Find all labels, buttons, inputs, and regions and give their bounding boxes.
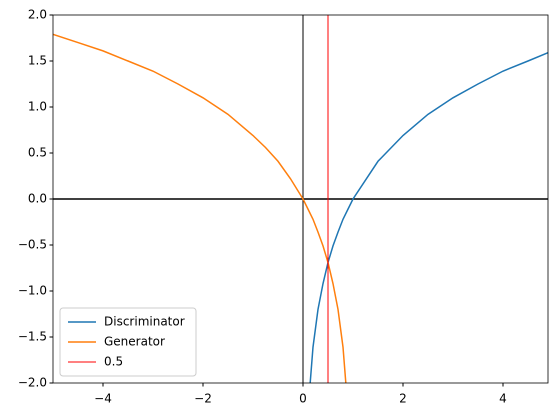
legend-label: 0.5 xyxy=(104,355,123,369)
plot-area xyxy=(53,15,548,383)
y-tick-label: 0.0 xyxy=(28,192,47,206)
x-tick-label: 0 xyxy=(299,392,307,406)
y-tick-label: −2.0 xyxy=(18,376,47,390)
x-tick-label: −2 xyxy=(194,392,212,406)
x-tick-label: 2 xyxy=(399,392,407,406)
y-tick-label: −0.5 xyxy=(18,238,47,252)
x-tick-label: −4 xyxy=(94,392,112,406)
y-tick-label: 1.0 xyxy=(28,100,47,114)
plot-frame xyxy=(52,14,549,384)
legend-label: Generator xyxy=(104,335,165,349)
y-tick-label: 2.0 xyxy=(28,8,47,22)
y-tick-label: −1.0 xyxy=(18,284,47,298)
line-series xyxy=(53,33,347,383)
y-tick-label: 0.5 xyxy=(28,146,47,160)
y-tick-label: 1.5 xyxy=(28,54,47,68)
x-tick-label: 4 xyxy=(499,392,507,406)
legend-label: Discriminator xyxy=(104,315,185,329)
y-tick-label: −1.5 xyxy=(18,330,47,344)
line-series xyxy=(309,52,548,383)
legend-box xyxy=(59,307,197,377)
